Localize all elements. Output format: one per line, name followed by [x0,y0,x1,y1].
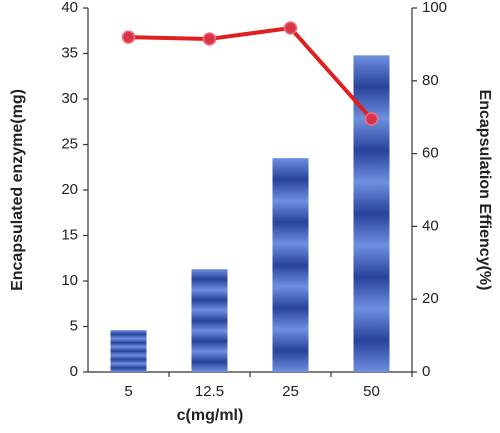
line-marker [283,21,298,35]
line-marker [121,30,136,44]
y-tick-label: 40 [61,0,78,16]
y2-tick-label: 100 [422,0,447,16]
line [128,26,373,121]
y-tick-label: 25 [61,135,78,152]
x-tick-label: 25 [282,383,299,400]
y-tick-label: 30 [61,90,78,107]
y-tick-label: 5 [70,317,78,334]
y2-tick-label: 20 [422,290,439,307]
y-tick-label: 15 [61,226,78,243]
y2-axis-label: Encapsulation Effiency(%) [476,90,493,291]
y2-tick-label: 0 [422,363,430,380]
line-marker [364,112,379,126]
y-axis-label: Encapsulated enzyme(mg) [9,89,26,291]
x-axis-label: c(mg/ml) [177,407,244,424]
x-tick-label: 12.5 [195,383,224,400]
bar [272,158,309,372]
y-tick-label: 35 [61,44,78,61]
x-tick-label: 50 [363,383,380,400]
bar [110,330,147,372]
y-tick-label: 10 [61,272,78,289]
bar [191,269,228,372]
x-tick-label: 5 [124,383,132,400]
y2-tick-label: 60 [422,145,439,162]
y2-tick-label: 80 [422,72,439,89]
line-marker [202,32,217,46]
y2-tick-label: 40 [422,217,439,234]
y-tick-label: 0 [70,363,78,380]
y-tick-label: 20 [61,181,78,198]
